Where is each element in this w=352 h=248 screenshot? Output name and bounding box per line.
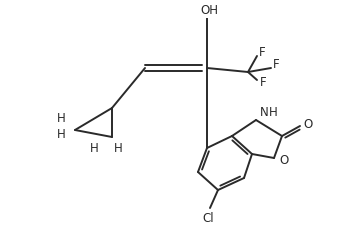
Text: O: O	[303, 119, 313, 131]
Text: H: H	[57, 127, 65, 141]
Text: O: O	[279, 154, 289, 166]
Text: H: H	[90, 143, 98, 155]
Text: H: H	[57, 112, 65, 124]
Text: Cl: Cl	[202, 212, 214, 224]
Text: F: F	[260, 75, 266, 89]
Text: OH: OH	[200, 4, 218, 18]
Text: H: H	[114, 143, 122, 155]
Text: F: F	[273, 58, 279, 70]
Text: F: F	[259, 45, 265, 59]
Text: N: N	[260, 105, 268, 119]
Text: H: H	[269, 105, 277, 119]
